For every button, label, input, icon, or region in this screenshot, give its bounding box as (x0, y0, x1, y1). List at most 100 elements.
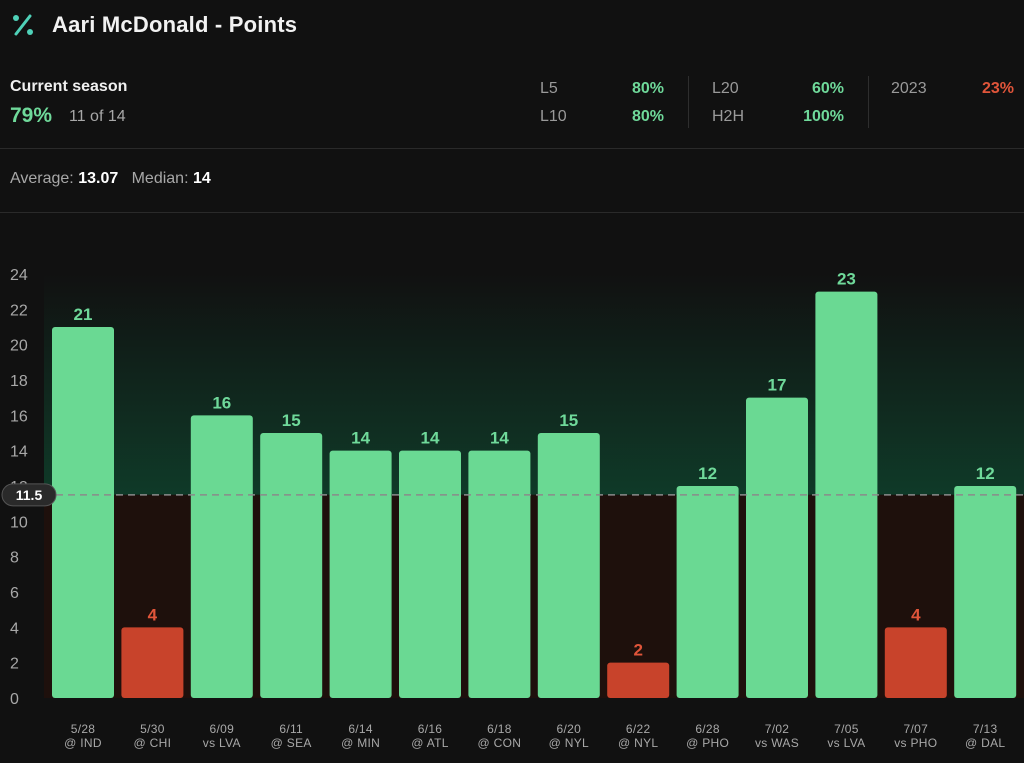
y-axis: 024681012141618202224 (10, 267, 28, 708)
data-label: 16 (212, 393, 231, 412)
data-label: 14 (421, 429, 440, 448)
stat-value-l10: 80% (631, 108, 664, 125)
data-label: 12 (976, 464, 995, 483)
stat-label-h2h: H2H (712, 108, 745, 125)
x-tick-opponent: @ NYL (549, 736, 589, 750)
bar (190, 415, 253, 698)
bar (260, 433, 323, 698)
x-tick-date: 5/28 (71, 722, 96, 736)
x-tick-date: 6/11 (279, 722, 303, 736)
bar (121, 627, 184, 698)
bar (884, 627, 947, 698)
bar (537, 433, 600, 698)
bar (815, 291, 878, 698)
x-tick-opponent: @ SEA (271, 736, 312, 750)
x-tick-date: 6/28 (695, 722, 720, 736)
x-tick-opponent: @ IND (64, 736, 102, 750)
x-tick-opponent: @ CON (478, 736, 522, 750)
x-tick-date: 6/22 (626, 722, 651, 736)
divider (0, 212, 1024, 213)
bar (954, 486, 1017, 698)
y-tick-label: 14 (10, 444, 28, 461)
median-value: 14 (192, 170, 211, 187)
y-tick-label: 20 (10, 338, 28, 355)
y-tick-label: 0 (10, 691, 19, 708)
x-tick-opponent: vs WAS (755, 736, 799, 750)
bar (676, 486, 739, 698)
y-tick-label: 18 (10, 373, 28, 390)
y-tick-label: 2 (10, 656, 19, 673)
data-label: 4 (911, 605, 921, 624)
season-label: Current season (10, 78, 128, 95)
x-tick-date: 6/14 (348, 722, 373, 736)
stat-label-l10: L10 (540, 108, 567, 125)
bar (399, 450, 461, 698)
data-label: 14 (351, 429, 370, 448)
x-tick-opponent: @ ATL (411, 736, 448, 750)
x-tick-opponent: @ NYL (618, 736, 658, 750)
season-hit-rate: 79% (10, 104, 53, 127)
stat-label-l5: L5 (540, 80, 558, 97)
page-title: Aari McDonald - Points (52, 12, 298, 37)
data-label: 15 (282, 411, 301, 430)
bar (607, 662, 670, 698)
data-label: 14 (490, 429, 509, 448)
value-labels: 21 4 16 15 14 14 14 15 2 12 17 23 4 12 (74, 270, 995, 660)
x-tick-date: 6/18 (487, 722, 512, 736)
percent-icon (13, 14, 33, 36)
data-label: 12 (698, 464, 717, 483)
x-tick-opponent: @ MIN (341, 736, 380, 750)
stat-value-l5: 80% (631, 80, 664, 97)
header: Aari McDonald - Points (0, 0, 1024, 56)
average-median-row: Average: 13.07 Median: 14 (10, 170, 211, 188)
data-label: 15 (559, 411, 578, 430)
threshold-badge (1, 483, 57, 507)
x-tick-date: 6/16 (418, 722, 443, 736)
y-tick-label: 8 (10, 550, 19, 567)
y-tick-label: 4 (10, 620, 19, 637)
x-tick-opponent: vs LVA (203, 736, 241, 750)
x-tick-date: 6/20 (557, 722, 582, 736)
x-tick-date: 7/07 (904, 722, 929, 736)
bar (52, 327, 114, 698)
data-label: 17 (768, 376, 787, 395)
stat-divider (688, 76, 689, 128)
x-tick-opponent: @ CHI (134, 736, 172, 750)
x-tick-date: 6/09 (210, 722, 235, 736)
x-tick-date: 7/05 (834, 722, 859, 736)
y-tick-label: 22 (10, 302, 28, 319)
x-tick-opponent: @ PHO (686, 736, 729, 750)
stat-label-l20: L20 (712, 80, 739, 97)
x-tick-date: 7/02 (765, 722, 790, 736)
season-record: 11 of 14 (69, 108, 126, 125)
y-tick-label: 24 (10, 267, 28, 284)
stat-divider (868, 76, 869, 128)
bar (329, 450, 392, 698)
data-label: 2 (633, 641, 642, 660)
bars (52, 291, 1017, 698)
threshold-line: 11.5 (1, 483, 1024, 507)
stat-label-2023: 2023 (891, 80, 927, 97)
x-tick-date: 7/13 (973, 722, 998, 736)
stat-value-h2h: 100% (803, 108, 844, 125)
bar (746, 397, 808, 698)
y-tick-label: 16 (10, 408, 28, 425)
y-tick-label: 10 (10, 514, 28, 531)
divider (0, 148, 1024, 149)
x-tick-opponent: vs PHO (894, 736, 937, 750)
threshold-label: 11.5 (16, 487, 43, 503)
stat-value-2023: 23% (981, 80, 1014, 97)
points-bar-chart: 024681012141618202224 214161514141415212… (1, 267, 1024, 750)
data-label: 21 (74, 305, 93, 324)
x-tick-opponent: @ DAL (965, 736, 1005, 750)
x-tick-date: 5/30 (140, 722, 165, 736)
data-label: 4 (148, 605, 158, 624)
y-tick-label: 6 (10, 585, 19, 602)
bar (468, 450, 531, 698)
average-value: 13.07 (78, 170, 119, 187)
data-label: 23 (837, 270, 856, 289)
average-label: Average: (10, 170, 74, 187)
x-tick-opponent: vs LVA (827, 736, 865, 750)
stat-value-l20: 60% (811, 80, 844, 97)
